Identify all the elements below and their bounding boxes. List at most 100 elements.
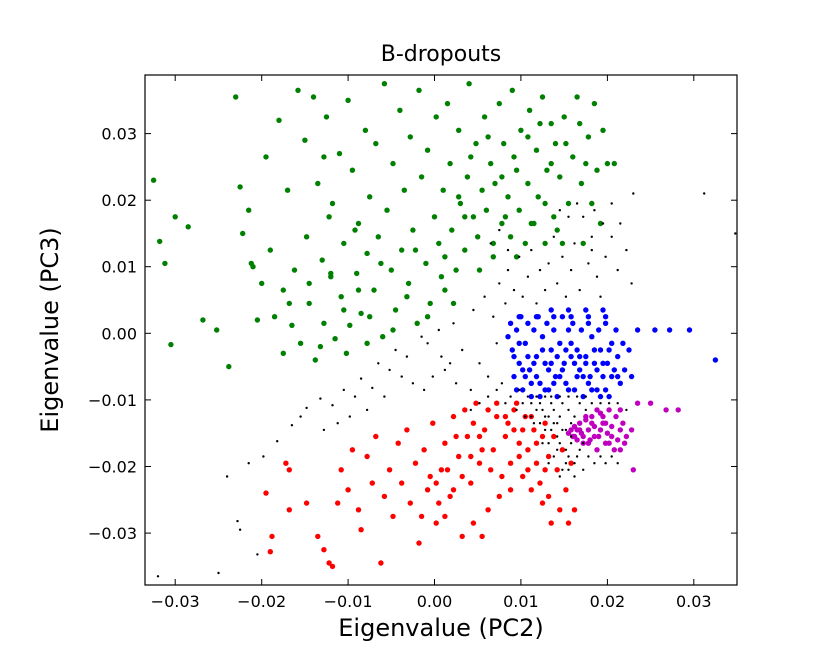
scatter-point-s2-79 bbox=[559, 367, 566, 373]
scatter-point-s1-49 bbox=[507, 487, 514, 493]
scatter-point-s4-94 bbox=[569, 422, 573, 425]
scatter-point-s0-49 bbox=[371, 287, 377, 293]
scatter-point-s4-62 bbox=[604, 255, 607, 258]
scatter-point-s4-25 bbox=[437, 328, 440, 332]
scatter-point-s1-18 bbox=[373, 433, 379, 440]
scatter-point-s1-86 bbox=[557, 507, 563, 513]
scatter-point-s1-71 bbox=[525, 447, 531, 453]
scatter-point-s0-137 bbox=[412, 247, 419, 253]
scatter-point-s4-101 bbox=[575, 455, 579, 458]
scatter-point-s2-76 bbox=[533, 373, 540, 380]
scatter-point-s2-41 bbox=[594, 387, 600, 393]
scatter-point-s1-104 bbox=[286, 507, 292, 513]
scatter-point-s0-74 bbox=[442, 287, 448, 293]
scatter-point-s4-17 bbox=[371, 386, 374, 390]
scatter-point-s3-21 bbox=[611, 447, 617, 453]
scatter-point-s0-171 bbox=[240, 230, 246, 237]
scatter-point-s4-65 bbox=[625, 248, 628, 252]
scatter-point-s4-53 bbox=[564, 295, 568, 298]
scatter-point-s1-45 bbox=[490, 447, 496, 453]
scatter-point-s2-105 bbox=[565, 307, 572, 313]
scatter-point-s3-36 bbox=[597, 427, 604, 433]
scatter-point-s0-99 bbox=[513, 167, 520, 173]
scatter-point-s0-36 bbox=[332, 336, 338, 342]
scatter-point-s4-43 bbox=[521, 295, 524, 298]
scatter-point-s4-76 bbox=[567, 408, 570, 412]
scatter-point-s1-74 bbox=[507, 460, 514, 466]
scatter-point-s2-44 bbox=[600, 373, 606, 380]
scatter-point-s4-143 bbox=[489, 242, 492, 245]
scatter-point-s0-19 bbox=[280, 287, 286, 293]
scatter-point-s0-40 bbox=[345, 97, 351, 104]
scatter-point-s0-8 bbox=[226, 363, 232, 370]
scatter-point-s2-73 bbox=[609, 373, 615, 380]
scatter-point-s4-24 bbox=[426, 342, 429, 345]
scatter-point-s1-76 bbox=[488, 467, 494, 473]
scatter-point-s0-62 bbox=[407, 134, 413, 140]
scatter-point-s0-102 bbox=[522, 240, 528, 247]
scatter-point-s4-78 bbox=[558, 442, 561, 445]
scatter-point-s2-87 bbox=[528, 380, 534, 386]
scatter-point-s4-14 bbox=[342, 388, 345, 392]
scatter-point-s4-158 bbox=[422, 388, 426, 392]
scatter-point-s4-47 bbox=[538, 268, 542, 272]
scatter-point-s2-51 bbox=[615, 353, 621, 360]
scatter-point-s3-29 bbox=[634, 400, 641, 406]
scatter-point-s0-123 bbox=[589, 200, 595, 207]
scatter-point-s4-153 bbox=[616, 268, 619, 272]
scatter-point-s1-31 bbox=[430, 420, 436, 426]
scatter-point-s3-42 bbox=[594, 407, 600, 413]
scatter-point-s3-20 bbox=[609, 423, 615, 430]
scatter-point-s1-27 bbox=[412, 460, 419, 466]
scatter-point-s4-80 bbox=[541, 442, 544, 445]
scatter-point-s0-55 bbox=[388, 267, 394, 273]
scatter-point-s3-23 bbox=[615, 437, 621, 443]
scatter-point-s2-77 bbox=[542, 387, 548, 393]
scatter-point-s4-72 bbox=[532, 422, 536, 425]
scatter-point-s1-102 bbox=[470, 520, 477, 526]
x-tick-label-5: 0.02 bbox=[590, 592, 626, 611]
y-tick-label-5: 0.02 bbox=[101, 191, 137, 210]
scatter-point-s2-78 bbox=[551, 380, 557, 386]
scatter-point-s0-166 bbox=[577, 120, 583, 127]
scatter-point-s4-128 bbox=[578, 448, 581, 451]
scatter-point-s1-95 bbox=[485, 407, 491, 413]
scatter-point-s2-70 bbox=[583, 360, 589, 366]
scatter-point-s3-25 bbox=[620, 420, 626, 426]
scatter-point-s0-89 bbox=[483, 207, 490, 213]
scatter-point-s0-6 bbox=[200, 317, 206, 323]
scatter-point-s1-62 bbox=[563, 487, 569, 493]
scatter-point-s4-29 bbox=[469, 388, 472, 392]
scatter-point-s1-0 bbox=[263, 490, 269, 496]
scatter-point-s1-96 bbox=[476, 433, 483, 440]
scatter-point-s0-25 bbox=[302, 137, 308, 143]
scatter-point-s0-129 bbox=[611, 160, 617, 167]
scatter-point-s4-102 bbox=[582, 468, 585, 471]
scatter-point-s4-148 bbox=[575, 202, 579, 205]
scatter-point-s0-72 bbox=[436, 240, 442, 247]
scatter-point-s4-149 bbox=[593, 209, 596, 212]
scatter-point-s4-55 bbox=[573, 242, 576, 245]
scatter-point-s3-1 bbox=[568, 427, 574, 433]
scatter-point-s2-65 bbox=[539, 347, 546, 353]
x-tick-label-4: 0.01 bbox=[503, 592, 539, 611]
scatter-point-s4-110 bbox=[599, 402, 602, 405]
scatter-point-s0-95 bbox=[501, 140, 507, 147]
scatter-point-s2-85 bbox=[511, 353, 517, 360]
scatter-point-s0-116 bbox=[561, 114, 567, 120]
scatter-point-s1-60 bbox=[554, 467, 560, 473]
scatter-point-s1-47 bbox=[499, 473, 505, 480]
scatter-point-s4-124 bbox=[547, 442, 550, 445]
scatter-point-s3-37 bbox=[602, 420, 609, 426]
scatter-point-s3-34 bbox=[585, 440, 592, 446]
scatter-point-s0-126 bbox=[597, 220, 604, 227]
scatter-point-s4-126 bbox=[564, 462, 568, 465]
scatter-point-s4-125 bbox=[556, 448, 559, 451]
scatter-point-s2-12 bbox=[531, 327, 537, 333]
x-tick-label-3: 0.00 bbox=[417, 592, 453, 611]
scatter-point-s2-15 bbox=[537, 380, 543, 386]
scatter-point-s0-104 bbox=[526, 107, 533, 114]
scatter-point-s1-8 bbox=[326, 560, 332, 566]
scatter-point-s0-90 bbox=[488, 160, 494, 167]
scatter-point-s0-50 bbox=[373, 140, 379, 147]
